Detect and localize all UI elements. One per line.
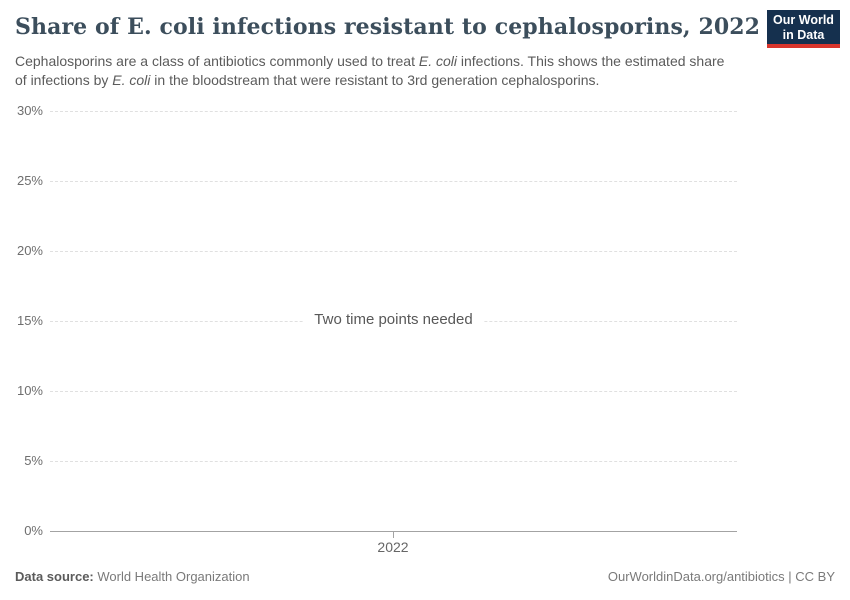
gridline-25 [50,181,737,182]
attribution-link[interactable]: OurWorldinData.org/antibiotics | CC BY [607,569,835,584]
gridline-30 [50,111,737,112]
y-tick-label-30: 30% [16,103,43,118]
empty-state-message-wrap: Two time points needed [50,311,737,329]
y-tick-label-10: 10% [16,383,43,398]
y-tick-label-0: 0% [24,523,43,538]
owid-logo-line2: in Data [782,28,825,42]
subtitle-text: Cephalosporins are a class of antibiotic… [15,53,419,69]
owid-logo[interactable]: Our World in Data [767,10,840,48]
subtitle-text: infections. This shows the estimated sha… [15,53,725,88]
x-tick-2022 [393,532,394,538]
chart-subtitle: Cephalosporins are a class of antibiotic… [15,52,730,89]
page-title: Share of E. coli infections resistant to… [15,14,761,40]
data-source: Data source: World Health Organization [15,569,250,584]
x-tick-label-2022: 2022 [377,539,409,555]
subtitle-text: in the bloodstream that were resistant t… [150,71,600,88]
data-source-value: World Health Organization [93,569,250,584]
x-axis-line [50,531,737,532]
subtitle-italic-ecoli: E. coli [112,71,151,88]
y-tick-label-25: 25% [16,173,43,188]
data-source-label: Data source: [15,569,94,584]
owid-logo-line1: Our World [773,13,834,27]
gridline-5 [50,461,737,462]
gridline-10 [50,391,737,392]
gridline-20 [50,251,737,252]
y-tick-label-15: 15% [16,313,43,328]
y-tick-label-5: 5% [24,453,43,468]
y-tick-label-20: 20% [16,243,43,258]
empty-state-message: Two time points needed [304,311,483,328]
subtitle-italic-ecoli: E. coli [418,53,457,69]
